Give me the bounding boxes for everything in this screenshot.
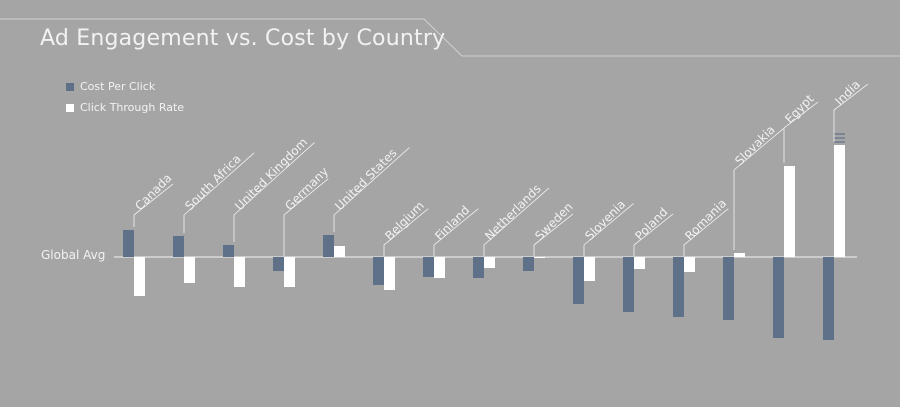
bar-click-through-rate-sweden: [534, 257, 545, 258]
bar-click-through-rate-canada: [134, 257, 145, 296]
bar-click-through-rate-india: [834, 145, 845, 257]
legend-swatch-cost-per-click: [66, 82, 74, 91]
bar-cost-per-click-slovakia: [723, 257, 734, 320]
label-leader-poland: [633, 213, 674, 256]
label-leader-germany: [283, 178, 329, 256]
category-label-poland: Poland: [632, 205, 670, 243]
category-label-canada: Canada: [132, 171, 174, 213]
global-avg-label: Global Avg: [41, 248, 106, 262]
bar-cost-per-click-sweden: [523, 257, 534, 271]
label-leader-netherlands: [483, 187, 550, 256]
bar-click-through-rate-germany: [284, 257, 295, 287]
category-label-sweden: Sweden: [532, 200, 575, 243]
bar-click-through-rate-poland: [634, 257, 645, 269]
bar-cost-per-click-finland: [423, 257, 434, 277]
category-label-belgium: Belgium: [382, 198, 427, 243]
legend-item-cost-per-click: Cost Per Click: [66, 76, 184, 97]
category-label-finland: Finland: [432, 203, 472, 243]
legend-item-click-through-rate: Click Through Rate: [66, 97, 184, 118]
label-leader-sweden: [533, 213, 574, 256]
bar-cost-per-click-united-states: [323, 235, 334, 257]
label-leader-south-africa: [183, 152, 255, 233]
bar-click-through-rate-romania: [684, 257, 695, 272]
bar-click-through-rate-united-kingdom: [234, 257, 245, 287]
label-leader-egypt: [783, 101, 819, 163]
bar-click-through-rate-united-states: [334, 246, 345, 257]
legend-swatch-click-through-rate: [66, 103, 74, 112]
bar-click-through-rate-finland: [434, 257, 445, 278]
label-leader-united-states: [333, 147, 410, 232]
bar-click-through-rate-netherlands: [484, 257, 495, 268]
label-leader-slovenia: [583, 203, 634, 256]
bar-cost-per-click-united-kingdom: [223, 245, 234, 257]
bar-click-through-rate-south-africa: [184, 257, 195, 283]
category-label-romania: Romania: [682, 196, 729, 243]
bar-click-through-rate-slovakia: [734, 253, 745, 257]
label-leader-slovakia: [733, 128, 784, 250]
label-leader-belgium: [383, 208, 429, 256]
bar-cost-per-click-romania: [673, 257, 684, 317]
category-label-germany: Germany: [282, 164, 331, 213]
bar-cost-per-click-germany: [273, 257, 284, 271]
legend-label-cost-per-click: Cost Per Click: [80, 80, 156, 93]
bar-click-through-rate-egypt: [784, 166, 795, 257]
bar-click-through-rate-slovenia: [584, 257, 595, 281]
category-label-egypt: Egypt: [782, 92, 817, 127]
label-leader-united-kingdom: [233, 142, 315, 242]
bar-click-through-rate-belgium: [384, 257, 395, 290]
category-label-india: India: [832, 77, 863, 108]
bar-cost-per-click-india: [823, 257, 834, 340]
bar-cost-per-click-slovenia: [573, 257, 584, 304]
label-leader-canada: [133, 183, 174, 227]
bar-cost-per-click-south-africa: [173, 236, 184, 257]
label-leader-india: [833, 83, 869, 142]
category-label-slovenia: Slovenia: [582, 197, 628, 243]
legend: Cost Per Click Click Through Rate: [66, 76, 184, 118]
bar-cost-per-click-egypt: [773, 257, 784, 338]
label-leader-romania: [683, 208, 729, 256]
category-label-slovakia: Slovakia: [732, 123, 778, 169]
bar-cost-per-click-belgium: [373, 257, 384, 285]
bar-cost-per-click-canada: [123, 230, 134, 257]
title-divider-line: [0, 18, 900, 57]
label-leader-finland: [433, 208, 479, 256]
chart-title: Ad Engagement vs. Cost by Country: [40, 26, 446, 51]
legend-label-click-through-rate: Click Through Rate: [80, 101, 185, 114]
category-label-united-states: United States: [332, 146, 399, 213]
bar-cost-per-click-poland: [623, 257, 634, 312]
bar-cost-per-click-netherlands: [473, 257, 484, 278]
